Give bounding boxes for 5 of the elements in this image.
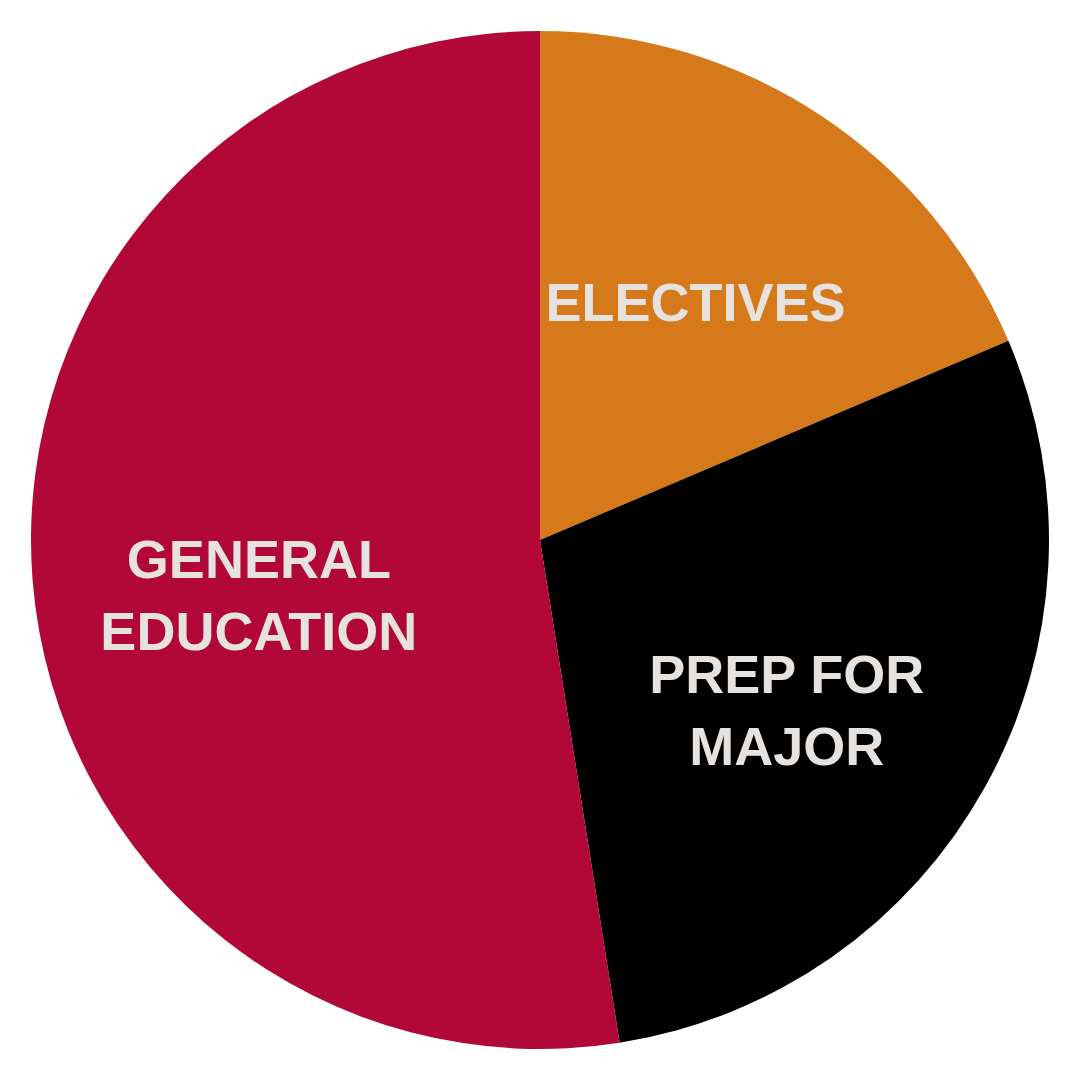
pie-slice bbox=[540, 31, 1009, 540]
slice-label: PREP FOR MAJOR bbox=[649, 643, 925, 776]
slice-label: GENERAL EDUCATION bbox=[100, 529, 418, 662]
slice-label: ELECTIVES bbox=[545, 271, 846, 332]
pie-slice bbox=[540, 340, 1049, 1043]
